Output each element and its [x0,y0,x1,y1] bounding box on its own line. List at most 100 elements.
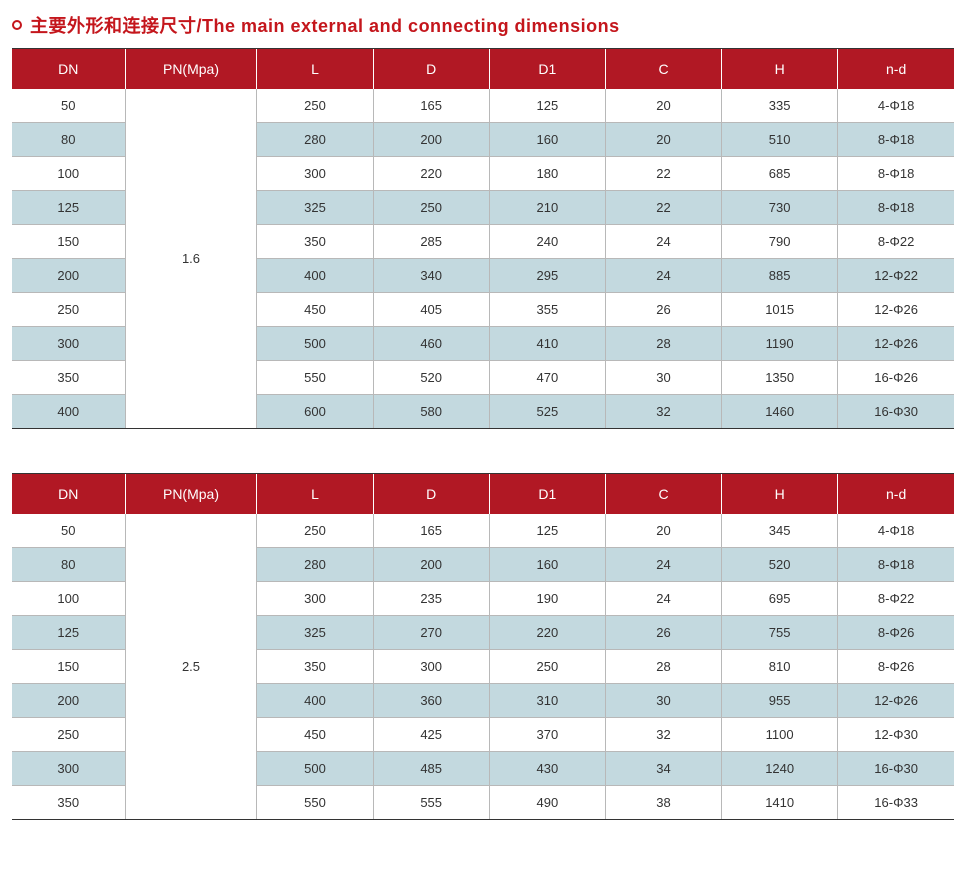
cell: 16-Φ30 [838,752,954,786]
cell: 300 [257,157,373,191]
cell: 1190 [722,327,838,361]
cell: 8-Φ18 [838,157,954,191]
table: DNPN(Mpa)LDD1CHn-d502.5250165125203454-Φ… [12,474,954,819]
cell-dn: 400 [12,395,125,429]
cell: 425 [373,718,489,752]
tables-container: DNPN(Mpa)LDD1CHn-d501.6250165125203354-Φ… [12,48,954,820]
cell-dn: 125 [12,616,125,650]
cell: 1410 [722,786,838,820]
cell: 460 [373,327,489,361]
column-header: n-d [838,49,954,89]
cell: 8-Φ18 [838,123,954,157]
cell: 235 [373,582,489,616]
cell: 695 [722,582,838,616]
cell: 1460 [722,395,838,429]
cell: 555 [373,786,489,820]
cell: 335 [722,89,838,123]
column-header: D1 [489,49,605,89]
cell: 125 [489,514,605,548]
cell: 1100 [722,718,838,752]
cell: 16-Φ30 [838,395,954,429]
table-row: 502.5250165125203454-Φ18 [12,514,954,548]
column-header: C [605,49,721,89]
cell: 28 [605,650,721,684]
cell-dn: 150 [12,225,125,259]
cell: 350 [257,650,373,684]
cell: 430 [489,752,605,786]
cell: 160 [489,123,605,157]
column-header: H [722,474,838,514]
cell: 325 [257,616,373,650]
cell: 1240 [722,752,838,786]
cell: 410 [489,327,605,361]
cell: 310 [489,684,605,718]
cell: 485 [373,752,489,786]
column-header: L [257,474,373,514]
table-header-row: DNPN(Mpa)LDD1CHn-d [12,474,954,514]
cell: 34 [605,752,721,786]
cell: 325 [257,191,373,225]
cell-dn: 80 [12,123,125,157]
cell: 8-Φ26 [838,650,954,684]
cell: 450 [257,293,373,327]
column-header: n-d [838,474,954,514]
column-header: D [373,474,489,514]
cell: 20 [605,123,721,157]
cell: 755 [722,616,838,650]
cell: 8-Φ26 [838,616,954,650]
cell: 600 [257,395,373,429]
cell: 490 [489,786,605,820]
section-title: 主要外形和连接尺寸/The main external and connecti… [12,12,954,38]
cell: 355 [489,293,605,327]
table-header-row: DNPN(Mpa)LDD1CHn-d [12,49,954,89]
cell: 280 [257,123,373,157]
cell: 4-Φ18 [838,514,954,548]
cell: 38 [605,786,721,820]
dimension-table: DNPN(Mpa)LDD1CHn-d502.5250165125203454-Φ… [12,473,954,820]
cell: 200 [373,123,489,157]
cell: 12-Φ26 [838,327,954,361]
cell: 165 [373,514,489,548]
cell: 8-Φ18 [838,548,954,582]
cell: 160 [489,548,605,582]
cell: 285 [373,225,489,259]
cell: 370 [489,718,605,752]
cell: 550 [257,786,373,820]
cell-dn: 50 [12,89,125,123]
cell: 550 [257,361,373,395]
cell: 200 [373,548,489,582]
title-text: 主要外形和连接尺寸/The main external and connecti… [30,12,620,38]
cell: 955 [722,684,838,718]
cell-dn: 80 [12,548,125,582]
dimension-table: DNPN(Mpa)LDD1CHn-d501.6250165125203354-Φ… [12,48,954,429]
cell: 400 [257,259,373,293]
cell: 520 [373,361,489,395]
cell: 16-Φ26 [838,361,954,395]
cell: 12-Φ26 [838,293,954,327]
column-header: H [722,49,838,89]
cell: 190 [489,582,605,616]
cell: 220 [489,616,605,650]
table-row: 501.6250165125203354-Φ18 [12,89,954,123]
cell-dn: 250 [12,293,125,327]
cell: 400 [257,684,373,718]
cell: 510 [722,123,838,157]
cell-dn: 150 [12,650,125,684]
cell: 24 [605,548,721,582]
bullet-icon [12,20,22,30]
cell: 520 [722,548,838,582]
cell: 24 [605,259,721,293]
cell: 340 [373,259,489,293]
cell: 4-Φ18 [838,89,954,123]
cell: 24 [605,225,721,259]
cell: 295 [489,259,605,293]
cell: 20 [605,89,721,123]
cell: 125 [489,89,605,123]
cell: 250 [489,650,605,684]
cell: 525 [489,395,605,429]
cell: 30 [605,361,721,395]
cell-dn: 100 [12,157,125,191]
cell-dn: 350 [12,786,125,820]
cell: 250 [373,191,489,225]
cell-dn: 125 [12,191,125,225]
